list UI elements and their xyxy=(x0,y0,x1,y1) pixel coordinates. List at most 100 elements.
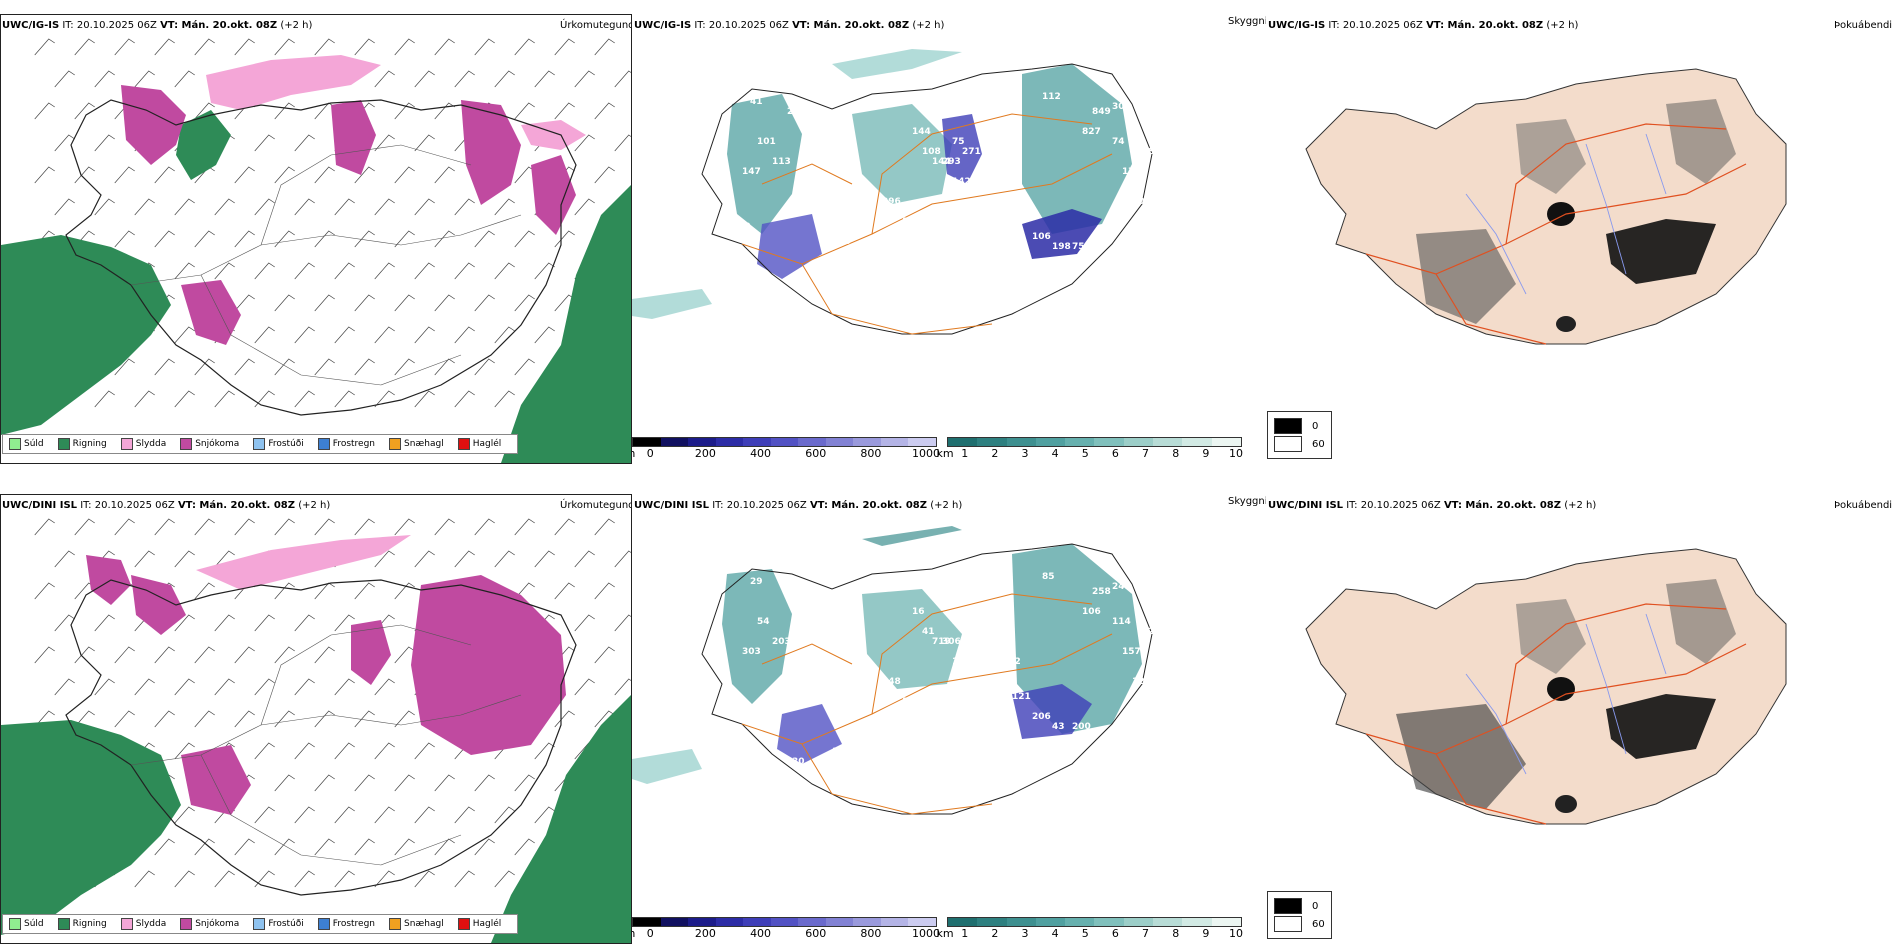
legend-swatch xyxy=(389,438,402,450)
roads xyxy=(1365,603,1747,825)
colorbar-segment xyxy=(825,438,854,446)
colorbar-tick: 7 xyxy=(1142,927,1150,940)
cloudbase-label: 241 xyxy=(1112,582,1131,592)
wind-barb xyxy=(74,710,95,728)
legend-label: Slydda xyxy=(135,919,167,929)
wind-barb xyxy=(474,838,495,856)
precip-type-map xyxy=(0,14,632,464)
colorbar-segment xyxy=(880,438,909,446)
wind-barb xyxy=(454,550,475,568)
precip-legend: Súld Rigning Slydda Snjókoma Frostúði Frostre… xyxy=(2,434,519,454)
wind-barb xyxy=(214,614,235,632)
visibility-unit: km xyxy=(936,927,954,940)
cloudbase-label: 203 xyxy=(772,637,791,647)
fog-grey-ne xyxy=(1666,579,1736,664)
init-time: IT: 20.10.2025 06Z xyxy=(62,20,157,31)
fog-grey-south xyxy=(1396,704,1526,809)
fog-legend-swatch xyxy=(1274,418,1302,434)
cloudbase-label: 114 xyxy=(1112,617,1131,627)
wind-barb xyxy=(394,774,415,792)
colorbar-segment xyxy=(853,438,881,446)
colorbar-tick: 0 xyxy=(646,447,654,460)
wind-barb xyxy=(514,518,535,536)
wind-barb xyxy=(474,358,495,376)
wind-barb xyxy=(354,710,375,728)
wind-barb xyxy=(114,38,135,56)
fog-legend-label: 60 xyxy=(1312,918,1325,930)
wind-barb xyxy=(434,38,455,56)
model-name: UWC/DINI ISL xyxy=(2,500,78,511)
wind-barb xyxy=(34,166,55,184)
wind-barb xyxy=(194,710,215,728)
cloud-area-ne xyxy=(942,114,982,184)
wind-barb xyxy=(374,550,395,568)
cloudbase-label: 101 xyxy=(902,217,921,227)
wind-barb xyxy=(334,742,355,760)
legend-item-snæhagl: Snæhagl xyxy=(389,918,444,930)
wind-barb xyxy=(114,518,135,536)
wind-barb xyxy=(394,38,415,56)
cloudbase-label: 551 xyxy=(832,192,851,202)
cloudbase-label: 16 xyxy=(912,607,925,617)
wind-barb xyxy=(374,262,395,280)
wind-barb xyxy=(254,198,275,216)
cloudbase-label: 133 xyxy=(1027,747,1046,757)
colorbar-segment xyxy=(1153,438,1183,446)
vis-area-central xyxy=(852,104,952,204)
fog-legend: 0 60 xyxy=(1267,411,1332,459)
wind-barb xyxy=(254,326,275,344)
wind-barb xyxy=(354,582,375,600)
legend-label: Snæhagl xyxy=(404,439,444,449)
cloudbase-label: 89 xyxy=(792,277,805,287)
wind-barb xyxy=(414,326,435,344)
wind-barb xyxy=(554,518,575,536)
cloudbase-label: 268 xyxy=(817,197,836,207)
colorbar-segment xyxy=(660,438,689,446)
wind-barb xyxy=(54,198,75,216)
cloudbase-label: 187 xyxy=(1142,147,1161,157)
wind-barb xyxy=(454,870,475,888)
roads xyxy=(130,624,522,866)
wind-barb xyxy=(174,70,195,88)
lead-time: (+2 h) xyxy=(1546,20,1579,31)
wind-barb xyxy=(374,134,395,152)
colorbar-segment xyxy=(770,438,799,446)
colorbar-tick: 2 xyxy=(991,447,999,460)
legend-item-haglél: Haglél xyxy=(457,438,501,450)
panel-header: UWC/IG-IS IT: 20.10.2025 06Z VT: Mán. 20… xyxy=(1268,20,1578,31)
lead-time: (+2 h) xyxy=(930,500,963,511)
iceland-outline xyxy=(701,63,1153,335)
cloudbase-label: 75 xyxy=(1072,242,1085,252)
cloudbase-label: 74 xyxy=(1112,137,1125,147)
wind-barb xyxy=(154,230,175,248)
legend-item-frostregn: Frostregn xyxy=(317,438,375,450)
valid-time: VT: Mán. 20.okt. 08Z xyxy=(160,20,278,31)
cloudbase-label: 303 xyxy=(1112,102,1131,112)
wind-barb xyxy=(614,70,631,88)
snow-area-e xyxy=(531,155,576,235)
wind-barb xyxy=(34,518,55,536)
wind-barb xyxy=(94,70,115,88)
wind-barb xyxy=(234,38,255,56)
wind-barb xyxy=(414,742,435,760)
legend-swatch xyxy=(389,918,402,930)
fog-legend-swatch xyxy=(1274,898,1302,914)
wind-barb xyxy=(494,550,515,568)
colorbar-segment xyxy=(880,918,909,926)
wind-barb xyxy=(374,70,395,88)
legend-label: Haglél xyxy=(472,919,502,929)
cloudbase-label: 207 xyxy=(1132,197,1151,207)
colorbar-segment xyxy=(1182,438,1212,446)
colorbar-tick: 800 xyxy=(860,927,882,940)
colorbar-segment xyxy=(908,918,937,926)
ceiling-panel-top: UWC/IG-IS IT: 20.10.2025 06Z VT: Mán. 20… xyxy=(632,14,1266,464)
colorbar-tick: 600 xyxy=(805,447,827,460)
wind-barb xyxy=(254,390,275,408)
wind-barb xyxy=(434,838,455,856)
colorbar-segment xyxy=(715,918,744,926)
wind-barb xyxy=(354,166,375,184)
fog-legend-row: 60 xyxy=(1274,436,1325,452)
wind-barb xyxy=(414,134,435,152)
cloudbase-label: 827 xyxy=(1082,127,1101,137)
